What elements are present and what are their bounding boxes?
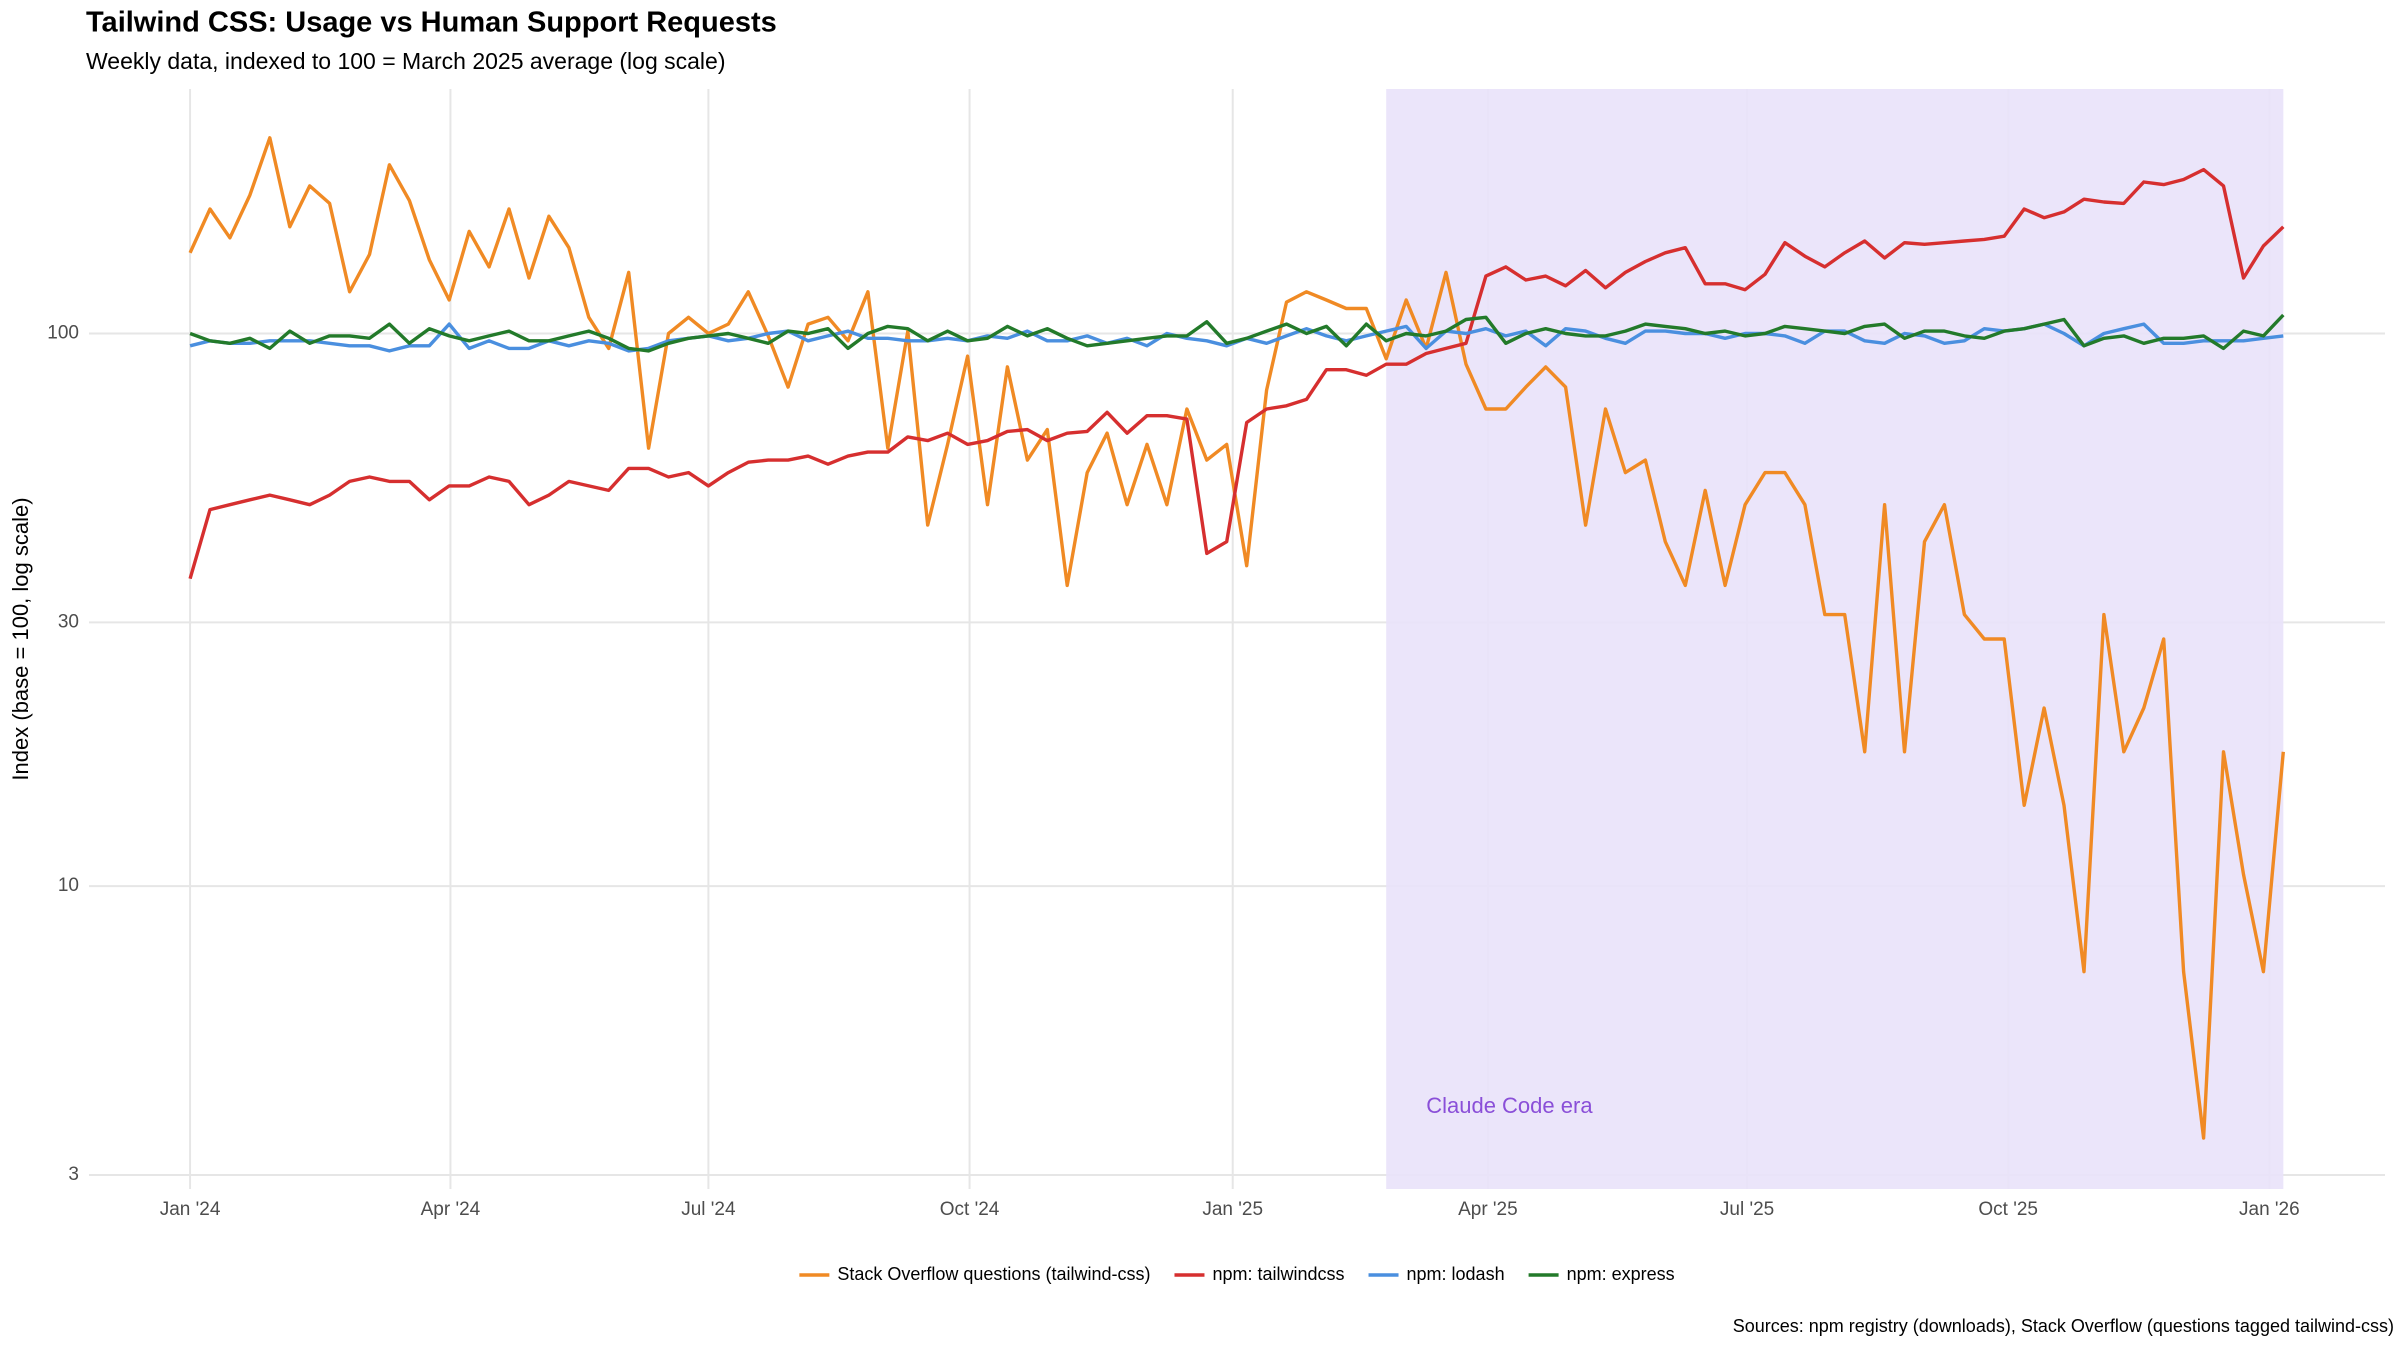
chart-title: Tailwind CSS: Usage vs Human Support Req… (86, 7, 777, 39)
data-line (189, 313, 2285, 353)
highlight-label: Claude Code era (1426, 1093, 1593, 1118)
source-note: Sources: npm registry (downloads), Stack… (1733, 1316, 2394, 1336)
legend-label: Stack Overflow questions (tailwind-css) (837, 1264, 1150, 1284)
y-axis-label: Index (base = 100, log scale) (8, 497, 33, 780)
highlight-band (1386, 89, 2284, 1189)
legend-item: npm: tailwindcss (1174, 1264, 1345, 1284)
legend-label: npm: tailwindcss (1212, 1264, 1344, 1284)
legend-label: npm: lodash (1407, 1264, 1505, 1284)
y-tick-label: 10 (58, 875, 79, 896)
plot-background (89, 89, 2385, 1189)
x-tick-label: Jul '24 (681, 1199, 736, 1220)
legend-label: npm: express (1567, 1264, 1675, 1284)
x-tick-label: Oct '25 (1978, 1199, 2038, 1220)
x-tick-label: Jul '25 (1720, 1199, 1774, 1220)
data-line (188, 167, 2285, 580)
x-tick-label: Jan '25 (1202, 1199, 1263, 1220)
legend-item: npm: lodash (1368, 1264, 1505, 1284)
chart-subtitle: Weekly data, indexed to 100 = March 2025… (86, 48, 726, 74)
data-line (188, 136, 2285, 1140)
legend-item: Stack Overflow questions (tailwind-css) (799, 1264, 1150, 1284)
x-tick-label: Apr '24 (421, 1199, 481, 1220)
y-tick-label: 100 (47, 323, 79, 344)
legend-item: npm: express (1528, 1264, 1675, 1284)
x-tick-label: Oct '24 (940, 1199, 1000, 1220)
x-tick-label: Apr '25 (1458, 1199, 1518, 1220)
y-tick-label: 3 (68, 1164, 79, 1185)
y-tick-label: 30 (58, 611, 79, 632)
x-tick-label: Jan '24 (160, 1199, 221, 1220)
legend: Stack Overflow questions (tailwind-css) n… (799, 1264, 1675, 1284)
x-tick-label: Jan '26 (2239, 1199, 2300, 1220)
